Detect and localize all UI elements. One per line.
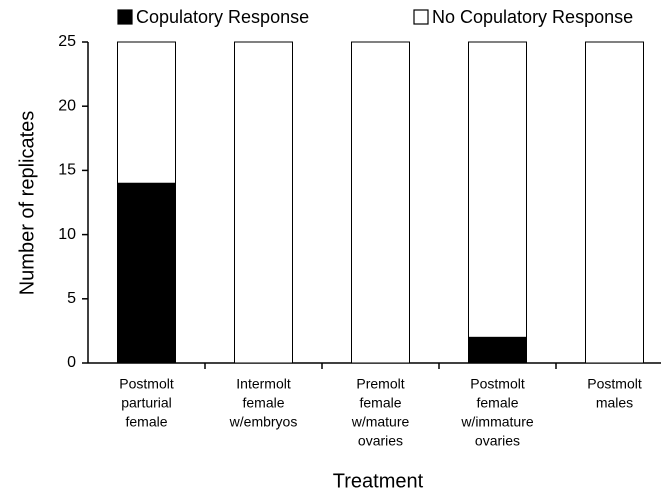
bar-segment <box>468 336 527 364</box>
x-tick-label: Postmolt <box>119 376 174 392</box>
y-tick-label: 15 <box>58 162 76 179</box>
x-tick-label: ovaries <box>358 433 403 449</box>
legend-swatch <box>413 9 429 25</box>
bar-segment <box>351 41 410 364</box>
x-tick-label: female <box>125 414 167 430</box>
y-axis-label: Number of replicates <box>16 111 38 296</box>
legend-label: No Copulatory Response <box>432 7 633 27</box>
bar-segment <box>468 41 527 338</box>
x-tick-label: males <box>596 395 633 411</box>
y-tick-label: 25 <box>58 33 76 50</box>
x-tick-label: Premolt <box>356 376 404 392</box>
bar-segment <box>117 41 176 184</box>
y-tick-label: 10 <box>58 226 76 243</box>
bar-segment <box>585 41 644 364</box>
x-tick-label: female <box>242 395 284 411</box>
y-tick-label: 0 <box>67 354 76 371</box>
x-tick-label: female <box>476 395 518 411</box>
x-tick-label: w/embryos <box>229 414 298 430</box>
y-tick-label: 20 <box>58 97 76 114</box>
x-tick-label: Postmolt <box>587 376 642 392</box>
x-tick-label: parturial <box>121 395 172 411</box>
x-tick-label: Intermolt <box>236 376 291 392</box>
bar-segment <box>234 41 293 364</box>
legend-label: Copulatory Response <box>136 7 309 27</box>
x-tick-label: w/immature <box>460 414 534 430</box>
x-tick-label: w/mature <box>351 414 410 430</box>
x-axis-label: Treatment <box>333 470 424 492</box>
bar-segment <box>117 182 176 364</box>
y-tick-label: 5 <box>67 290 76 307</box>
x-tick-label: female <box>359 395 401 411</box>
x-tick-label: Postmolt <box>470 376 525 392</box>
x-tick-label: ovaries <box>475 433 520 449</box>
legend-swatch <box>117 9 133 25</box>
